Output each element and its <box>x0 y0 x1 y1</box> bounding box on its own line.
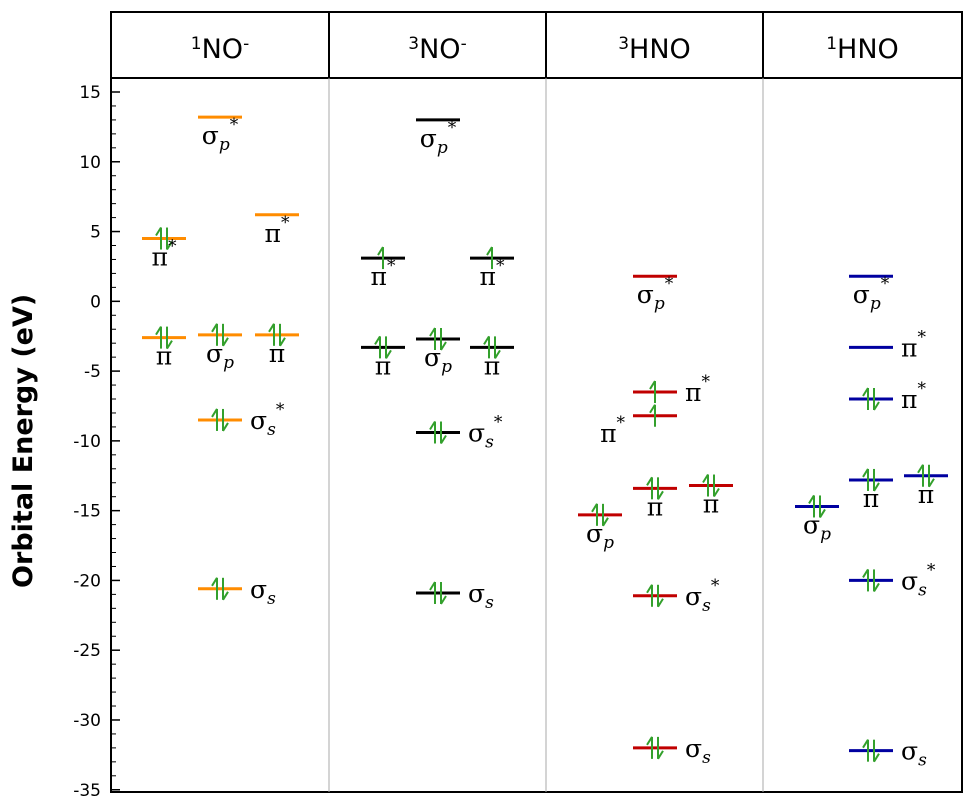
orbital-label: π <box>647 492 663 521</box>
orbital-level: π <box>470 335 514 380</box>
orbital-label: π* <box>685 372 710 407</box>
orbital-level: π <box>255 323 299 368</box>
orbital-label: σp* <box>637 274 674 314</box>
orbital-label: σp* <box>202 115 239 155</box>
orbital-level: σs <box>849 737 927 771</box>
orbital-label: σs* <box>901 560 936 600</box>
orbital-label: σp <box>424 343 452 377</box>
orbital-level: σp <box>198 323 242 373</box>
orbital-label: π <box>484 351 500 380</box>
orbital-label: σs <box>250 575 276 609</box>
orbital-level: σs <box>633 734 711 768</box>
orbital-label: π* <box>901 379 926 414</box>
orbital-level: σp* <box>633 274 677 314</box>
orbital-label: π <box>703 490 719 519</box>
y-tick-label: 0 <box>90 292 101 312</box>
orbital-level: π <box>689 474 733 519</box>
orbital-level: π* <box>142 226 186 272</box>
orbital-level: σp <box>795 494 839 544</box>
orbital-label: π* <box>600 413 625 448</box>
outer-border <box>110 11 963 793</box>
panel-levels-3NO-: σp* π* π* π σp π σs* σs <box>361 118 514 613</box>
orbital-level: σs* <box>198 400 285 440</box>
orbital-label: π* <box>265 213 290 248</box>
panel-header-3HNO: 3HNO <box>618 34 691 65</box>
panel-header-1HNO: 1HNO <box>826 34 899 65</box>
orbital-level: σp* <box>416 118 460 158</box>
y-tick-label: -20 <box>73 571 101 591</box>
orbital-label: σs <box>468 579 494 613</box>
orbital-level: π <box>904 464 948 509</box>
y-tick-label: 5 <box>90 223 101 243</box>
orbital-label: σp <box>586 519 614 553</box>
orbital-label: σs <box>685 734 711 768</box>
panel-header-1NO-: 1NO- <box>191 34 249 65</box>
orbital-label: σs* <box>685 576 720 616</box>
y-axis-label: Orbital Energy (eV) <box>8 294 39 588</box>
orbital-level: σs* <box>633 576 720 616</box>
orbital-level: π <box>361 335 405 380</box>
panel-headers: 1NO- 3NO- 3HNO 1HNO <box>191 34 899 65</box>
panel-frame <box>110 11 963 793</box>
y-tick-label: -10 <box>73 432 101 452</box>
orbital-level: σp* <box>849 274 893 314</box>
panel-header-3NO-: 3NO- <box>408 34 466 65</box>
y-tick-label: -30 <box>73 711 101 731</box>
orbital-level: σs* <box>416 413 503 453</box>
y-tick-label: -5 <box>84 362 101 382</box>
y-tick-label: 10 <box>79 153 101 173</box>
orbital-label: σp <box>206 339 234 373</box>
orbital-level: π* <box>600 404 677 448</box>
orbital-label: π <box>863 484 879 513</box>
orbital-level: π* <box>849 327 926 362</box>
orbital-level: σs* <box>849 560 936 600</box>
orbital-label: σp* <box>420 118 457 158</box>
orbital-label: π* <box>152 237 177 272</box>
orbital-label: σs <box>901 737 927 771</box>
orbital-level: σp <box>578 503 622 553</box>
orbital-level: π <box>142 326 186 371</box>
orbital-level: π* <box>849 379 926 414</box>
orbital-label: σp* <box>853 274 890 314</box>
y-tick-label: -15 <box>73 502 101 522</box>
orbital-level: σs <box>198 575 276 609</box>
orbital-label: π <box>375 351 391 380</box>
orbital-level: σp <box>416 327 460 377</box>
orbital-level: σs <box>416 579 494 613</box>
orbital-label: σs* <box>250 400 285 440</box>
y-tick-label: -35 <box>73 781 101 800</box>
orbital-level: π <box>849 468 893 513</box>
orbital-label: σs* <box>468 413 503 453</box>
orbital-label: σp <box>803 510 831 544</box>
orbital-level: π* <box>470 246 514 291</box>
energy-levels: σp* π* π* π σp π σs* σs σp* π* π* π σp π σs* σs σp* π* π* π… <box>142 115 948 771</box>
orbital-level: π* <box>361 246 405 291</box>
orbital-label: π <box>156 342 172 371</box>
orbital-label: π <box>918 480 934 509</box>
orbital-label: π* <box>371 256 396 291</box>
orbital-label: π <box>269 339 285 368</box>
panel-levels-1NO-: σp* π* π* π σp π σs* σs <box>142 115 299 609</box>
y-tick-label: -25 <box>73 641 101 661</box>
orbital-level: π <box>633 476 677 521</box>
y-axis: 15 10 5 0 -5 -10 -15 -20 -25 -30 -35 Orbital Energy… <box>8 78 120 801</box>
panel-levels-3HNO: σp* π* π* π π σp σs* σs <box>578 274 733 768</box>
orbital-level: π* <box>255 213 299 248</box>
orbital-label: π* <box>901 327 926 362</box>
y-tick-label: 15 <box>79 83 101 103</box>
panel-levels-1HNO: σp* π* π* π π σp σs* σs <box>795 274 948 771</box>
orbital-label: π* <box>480 256 505 291</box>
orbital-level: π* <box>633 372 710 407</box>
orbital-level: σp* <box>198 115 242 155</box>
